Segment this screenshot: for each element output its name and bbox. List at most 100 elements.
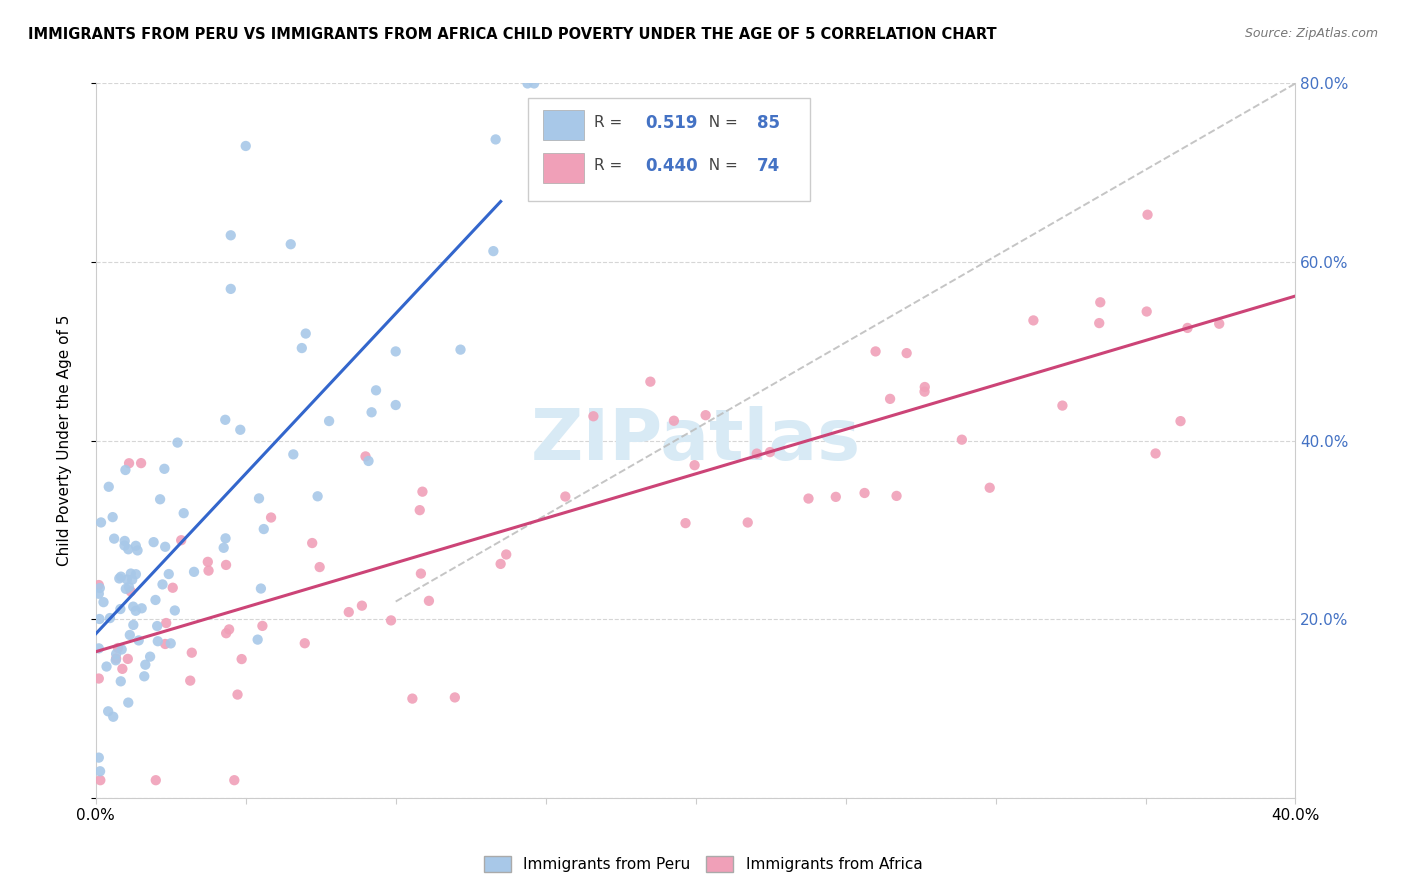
Point <box>250 582 273 596</box>
Point <box>146 619 169 633</box>
Point <box>737 516 759 530</box>
Point <box>111 642 134 657</box>
Point <box>489 557 512 571</box>
Point <box>117 542 139 557</box>
Point <box>384 344 406 359</box>
FancyBboxPatch shape <box>527 98 810 202</box>
Point <box>128 633 150 648</box>
FancyBboxPatch shape <box>543 153 583 183</box>
Point <box>865 344 887 359</box>
Point <box>582 409 605 424</box>
Point <box>110 674 132 689</box>
Point <box>291 341 314 355</box>
Point <box>1136 304 1159 318</box>
Text: N =: N = <box>699 158 742 173</box>
Point <box>1177 321 1199 335</box>
Point <box>215 558 238 572</box>
Point <box>745 447 768 461</box>
Point <box>87 672 110 686</box>
Point <box>214 413 236 427</box>
Point <box>357 454 380 468</box>
Point <box>114 463 136 477</box>
Text: R =: R = <box>593 158 627 173</box>
Text: N =: N = <box>699 115 742 130</box>
Point <box>139 649 162 664</box>
Point <box>105 647 128 661</box>
Point <box>246 632 269 647</box>
Point <box>115 573 138 587</box>
Point <box>122 599 145 614</box>
Y-axis label: Child Poverty Under the Age of 5: Child Poverty Under the Age of 5 <box>58 315 72 566</box>
Point <box>105 651 128 665</box>
Point <box>450 343 472 357</box>
Point <box>159 636 181 650</box>
Point <box>294 636 316 650</box>
Point <box>152 577 174 591</box>
Point <box>229 423 252 437</box>
Point <box>98 611 121 625</box>
Text: 0.440: 0.440 <box>645 157 697 175</box>
Point <box>253 522 276 536</box>
Point <box>142 535 165 549</box>
Point <box>516 77 538 91</box>
Point <box>979 481 1001 495</box>
Point <box>180 646 202 660</box>
Point <box>214 532 236 546</box>
Point <box>1052 399 1074 413</box>
Point <box>127 543 149 558</box>
Text: 85: 85 <box>756 114 780 132</box>
Point <box>197 555 219 569</box>
Point <box>155 615 177 630</box>
Point <box>418 594 440 608</box>
Point <box>318 414 340 428</box>
FancyBboxPatch shape <box>543 110 583 140</box>
Point <box>166 435 188 450</box>
Point <box>197 564 219 578</box>
Point <box>212 541 235 555</box>
Point <box>162 581 184 595</box>
Point <box>108 571 131 585</box>
Point <box>218 623 240 637</box>
Point <box>153 462 176 476</box>
Point <box>183 565 205 579</box>
Point <box>153 637 176 651</box>
Point <box>120 584 142 599</box>
Point <box>1208 317 1230 331</box>
Point <box>89 764 111 779</box>
Point <box>101 510 124 524</box>
Point <box>87 587 110 601</box>
Point <box>96 659 118 673</box>
Point <box>409 503 432 517</box>
Point <box>1090 295 1112 310</box>
Point <box>121 573 143 587</box>
Point <box>111 662 134 676</box>
Point <box>260 510 283 524</box>
Point <box>122 618 145 632</box>
Point <box>118 580 141 594</box>
Point <box>554 490 576 504</box>
Point <box>337 605 360 619</box>
Point <box>640 375 662 389</box>
Point <box>117 652 139 666</box>
Point <box>886 489 908 503</box>
Point <box>87 750 110 764</box>
Point <box>350 599 373 613</box>
Point <box>853 486 876 500</box>
Point <box>117 696 139 710</box>
Point <box>179 673 201 688</box>
Point <box>118 628 141 642</box>
Point <box>120 566 142 581</box>
Point <box>1088 316 1111 330</box>
Point <box>134 657 156 672</box>
Point <box>307 489 329 503</box>
Point <box>409 566 432 581</box>
Text: ZIPatlas: ZIPatlas <box>530 406 860 475</box>
Point <box>134 669 156 683</box>
Point <box>380 614 402 628</box>
Point <box>759 445 782 459</box>
Point <box>714 184 737 198</box>
Point <box>125 539 148 553</box>
Text: Source: ZipAtlas.com: Source: ZipAtlas.com <box>1244 27 1378 40</box>
Point <box>683 458 706 473</box>
Point <box>247 491 270 506</box>
